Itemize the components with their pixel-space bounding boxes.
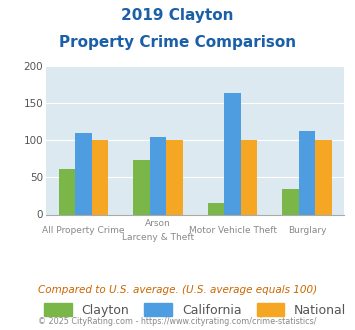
Bar — [150, 137, 166, 214]
Text: Motor Vehicle Theft: Motor Vehicle Theft — [189, 226, 277, 235]
Text: © 2025 CityRating.com - https://www.cityrating.com/crime-statistics/: © 2025 CityRating.com - https://www.city… — [38, 317, 317, 326]
Bar — [315, 140, 332, 214]
Text: 2019 Clayton: 2019 Clayton — [121, 8, 234, 23]
Text: Larceny & Theft: Larceny & Theft — [122, 233, 194, 242]
Text: Property Crime Comparison: Property Crime Comparison — [59, 35, 296, 50]
Text: Arson: Arson — [145, 219, 171, 228]
Bar — [208, 203, 224, 214]
Bar — [59, 169, 75, 214]
Text: Compared to U.S. average. (U.S. average equals 100): Compared to U.S. average. (U.S. average … — [38, 285, 317, 295]
Bar — [92, 140, 108, 214]
Bar — [241, 140, 257, 214]
Bar — [299, 131, 315, 214]
Legend: Clayton, California, National: Clayton, California, National — [39, 298, 351, 322]
Bar — [283, 188, 299, 214]
Bar — [133, 160, 150, 214]
Bar — [166, 140, 182, 214]
Bar — [224, 93, 241, 214]
Text: Burglary: Burglary — [288, 226, 326, 235]
Text: All Property Crime: All Property Crime — [42, 226, 125, 235]
Bar — [75, 133, 92, 214]
